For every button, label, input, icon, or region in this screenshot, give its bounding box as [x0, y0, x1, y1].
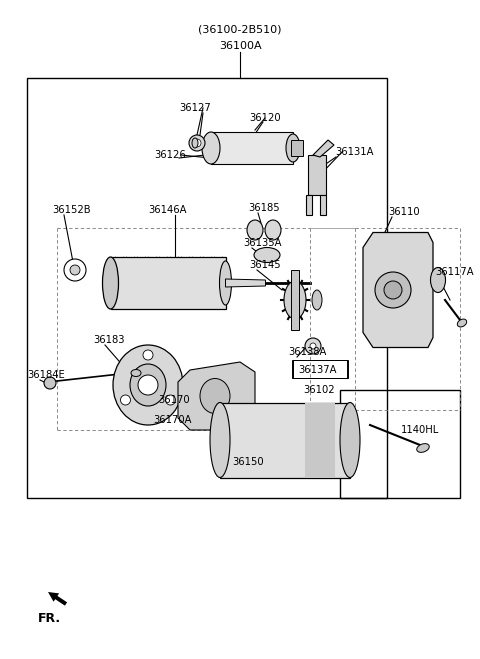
Ellipse shape — [431, 268, 445, 293]
Text: 36152B: 36152B — [52, 205, 91, 215]
Text: 36137A: 36137A — [298, 365, 336, 375]
Ellipse shape — [312, 290, 322, 310]
Polygon shape — [313, 140, 334, 157]
Text: 36138A: 36138A — [288, 347, 326, 357]
Text: 36135A: 36135A — [243, 238, 281, 248]
Polygon shape — [320, 195, 326, 215]
Ellipse shape — [417, 444, 429, 452]
Text: 36185: 36185 — [248, 203, 280, 213]
Ellipse shape — [103, 257, 119, 309]
Bar — [340, 390, 460, 498]
Text: FR.: FR. — [38, 612, 61, 625]
Bar — [27, 78, 387, 498]
Text: (36100-2B510): (36100-2B510) — [198, 25, 282, 35]
Text: 36146A: 36146A — [148, 205, 187, 215]
Ellipse shape — [340, 403, 360, 478]
Text: 36145: 36145 — [249, 260, 281, 270]
Text: 36170A: 36170A — [153, 415, 192, 425]
Bar — [292, 360, 347, 378]
Circle shape — [64, 259, 86, 281]
Text: 36100A: 36100A — [219, 41, 261, 51]
Text: 1140HL: 1140HL — [401, 425, 439, 435]
Text: 36117A: 36117A — [435, 267, 474, 277]
Circle shape — [138, 375, 158, 395]
Ellipse shape — [457, 319, 467, 327]
Ellipse shape — [254, 248, 280, 262]
Text: 36120: 36120 — [249, 113, 281, 123]
Circle shape — [120, 395, 131, 405]
Circle shape — [384, 281, 402, 299]
Ellipse shape — [265, 220, 281, 240]
Circle shape — [310, 343, 316, 349]
Bar — [291, 140, 303, 156]
Ellipse shape — [286, 134, 300, 162]
Circle shape — [305, 338, 321, 354]
Text: 36110: 36110 — [388, 207, 420, 217]
Bar — [211, 132, 293, 164]
Text: 36170: 36170 — [158, 395, 190, 405]
Text: 36127: 36127 — [179, 103, 211, 113]
Ellipse shape — [130, 364, 166, 406]
Polygon shape — [308, 155, 326, 195]
Circle shape — [166, 395, 176, 405]
Ellipse shape — [247, 220, 263, 240]
Ellipse shape — [284, 281, 306, 319]
Ellipse shape — [202, 132, 220, 164]
Ellipse shape — [210, 403, 230, 478]
Bar — [293, 360, 348, 378]
Circle shape — [193, 139, 201, 147]
Circle shape — [189, 135, 205, 151]
Circle shape — [44, 377, 56, 389]
Text: 36102: 36102 — [303, 385, 335, 395]
Bar — [305, 403, 335, 478]
Ellipse shape — [192, 138, 198, 148]
Ellipse shape — [113, 345, 183, 425]
Bar — [110, 257, 226, 309]
Ellipse shape — [219, 261, 231, 305]
Text: 36131A: 36131A — [335, 147, 373, 157]
Text: 36184E: 36184E — [27, 370, 65, 380]
Circle shape — [70, 265, 80, 275]
Text: 36150: 36150 — [232, 457, 264, 467]
Polygon shape — [178, 362, 255, 430]
Text: 36126: 36126 — [154, 150, 186, 160]
Circle shape — [143, 350, 153, 360]
Ellipse shape — [131, 370, 141, 376]
Circle shape — [375, 272, 411, 308]
Bar — [291, 270, 299, 330]
Ellipse shape — [200, 378, 230, 413]
Polygon shape — [363, 233, 433, 347]
FancyArrow shape — [48, 592, 67, 606]
Polygon shape — [226, 279, 265, 287]
Polygon shape — [306, 195, 312, 215]
Text: 36183: 36183 — [93, 335, 124, 345]
Bar — [220, 403, 350, 478]
